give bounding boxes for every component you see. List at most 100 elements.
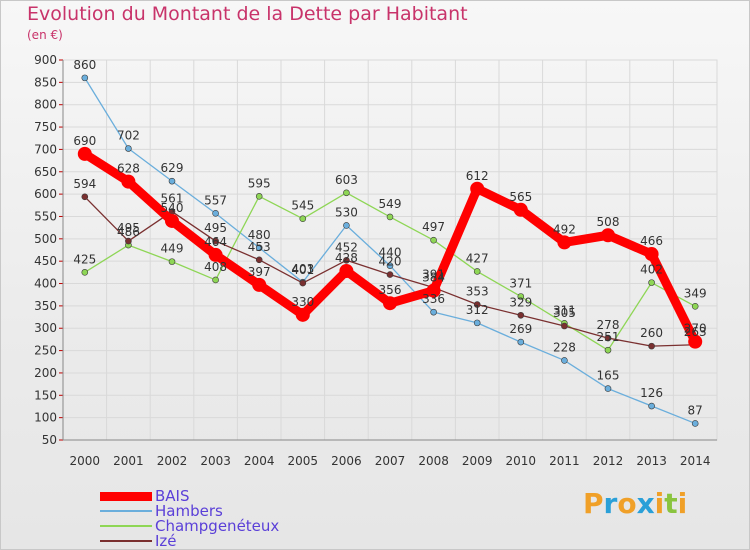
data-label: 594: [73, 177, 96, 191]
data-point: [255, 193, 263, 200]
data-label: 408: [204, 260, 227, 274]
legend-swatch: [100, 540, 152, 542]
data-point: [561, 357, 568, 364]
data-point: [383, 296, 397, 311]
data-label: 449: [161, 242, 184, 256]
x-tick-label: 2000: [70, 454, 101, 468]
legend-label: BAIS: [155, 487, 190, 505]
data-label: 397: [248, 265, 271, 279]
data-point: [604, 385, 612, 392]
data-label: 165: [597, 369, 620, 383]
data-label: 384: [422, 271, 445, 285]
data-point: [208, 247, 223, 262]
data-point: [426, 283, 441, 298]
data-point: [165, 213, 179, 228]
y-tick-label: 700: [34, 142, 57, 156]
data-label: 403: [291, 262, 314, 276]
data-point: [601, 228, 615, 243]
data-label: 330: [291, 295, 314, 309]
data-label: 480: [248, 228, 271, 242]
chart-title: Evolution du Montant de la Dette par Hab…: [27, 3, 468, 25]
x-tick-label: 2004: [244, 454, 275, 468]
data-label: 452: [335, 240, 358, 254]
y-tick-label: 900: [34, 53, 57, 67]
data-point: [648, 279, 655, 286]
x-tick-label: 2013: [636, 454, 667, 468]
data-label: 312: [466, 303, 489, 317]
logo-letter: x: [636, 487, 655, 520]
y-tick-label: 200: [34, 366, 57, 380]
data-point: [473, 319, 481, 327]
logo-letter: r: [603, 487, 618, 520]
data-label: 427: [466, 251, 489, 265]
x-tick-label: 2011: [549, 454, 580, 468]
data-point: [81, 193, 89, 201]
data-point: [255, 244, 263, 252]
data-point: [343, 256, 350, 264]
data-point: [691, 420, 699, 427]
data-point: [343, 222, 350, 229]
data-point: [513, 202, 528, 217]
logo-letter: o: [617, 487, 637, 520]
data-label: 269: [509, 322, 532, 336]
legend-item: BAIS: [100, 487, 190, 505]
data-point: [691, 303, 699, 310]
y-tick-label: 550: [34, 209, 57, 223]
data-label: 690: [73, 134, 96, 148]
data-label: 702: [117, 129, 140, 143]
data-label: 557: [204, 193, 227, 207]
data-label: 371: [509, 276, 532, 290]
legend-label: Champgenéteux: [155, 517, 280, 535]
legend-swatch: [100, 510, 152, 512]
data-label: 126: [640, 386, 663, 400]
x-tick-label: 2008: [418, 454, 449, 468]
data-point: [648, 402, 655, 410]
legend-label: Izé: [155, 532, 177, 550]
y-tick-label: 250: [34, 344, 57, 358]
data-label: 549: [379, 197, 402, 211]
y-tick-label: 850: [34, 75, 57, 89]
data-point: [81, 74, 89, 82]
data-label: 278: [597, 318, 620, 332]
data-point: [644, 247, 659, 262]
legend-swatch: [100, 491, 152, 501]
data-point: [212, 210, 219, 217]
data-point: [81, 269, 89, 276]
data-label: 425: [73, 252, 96, 266]
data-label: 311: [553, 303, 576, 317]
y-tick-label: 400: [34, 277, 57, 291]
data-label: 492: [553, 222, 576, 236]
y-tick-label: 750: [34, 120, 57, 134]
data-label: 353: [466, 285, 489, 299]
data-label: 495: [204, 221, 227, 235]
x-tick-label: 2012: [593, 454, 624, 468]
data-label: 440: [379, 246, 402, 260]
y-tick-label: 350: [34, 299, 57, 313]
data-label: 561: [161, 192, 184, 206]
data-label: 270: [684, 322, 707, 336]
data-point: [168, 258, 176, 265]
legend-label: Hambers: [155, 502, 223, 520]
x-tick-label: 2002: [157, 454, 188, 468]
data-point: [252, 277, 267, 292]
data-point: [299, 215, 307, 223]
y-tick-label: 650: [34, 165, 57, 179]
data-point: [470, 181, 485, 196]
data-point: [604, 334, 612, 342]
data-label: 486: [117, 225, 140, 239]
x-tick-label: 2001: [113, 454, 144, 468]
legend-item: Izé: [100, 532, 177, 550]
data-label: 453: [248, 240, 271, 254]
y-tick-label: 300: [34, 321, 57, 335]
data-label: 336: [422, 292, 445, 306]
data-point: [517, 293, 525, 300]
data-point: [255, 256, 263, 264]
unit-label: (en €): [27, 28, 63, 42]
data-label: 420: [379, 255, 402, 269]
data-label: 251: [597, 330, 620, 344]
data-label: 305: [553, 306, 576, 320]
logo-letter: P: [583, 487, 604, 520]
data-label: 329: [509, 295, 532, 309]
data-point: [121, 174, 136, 189]
data-label: 612: [466, 169, 489, 183]
